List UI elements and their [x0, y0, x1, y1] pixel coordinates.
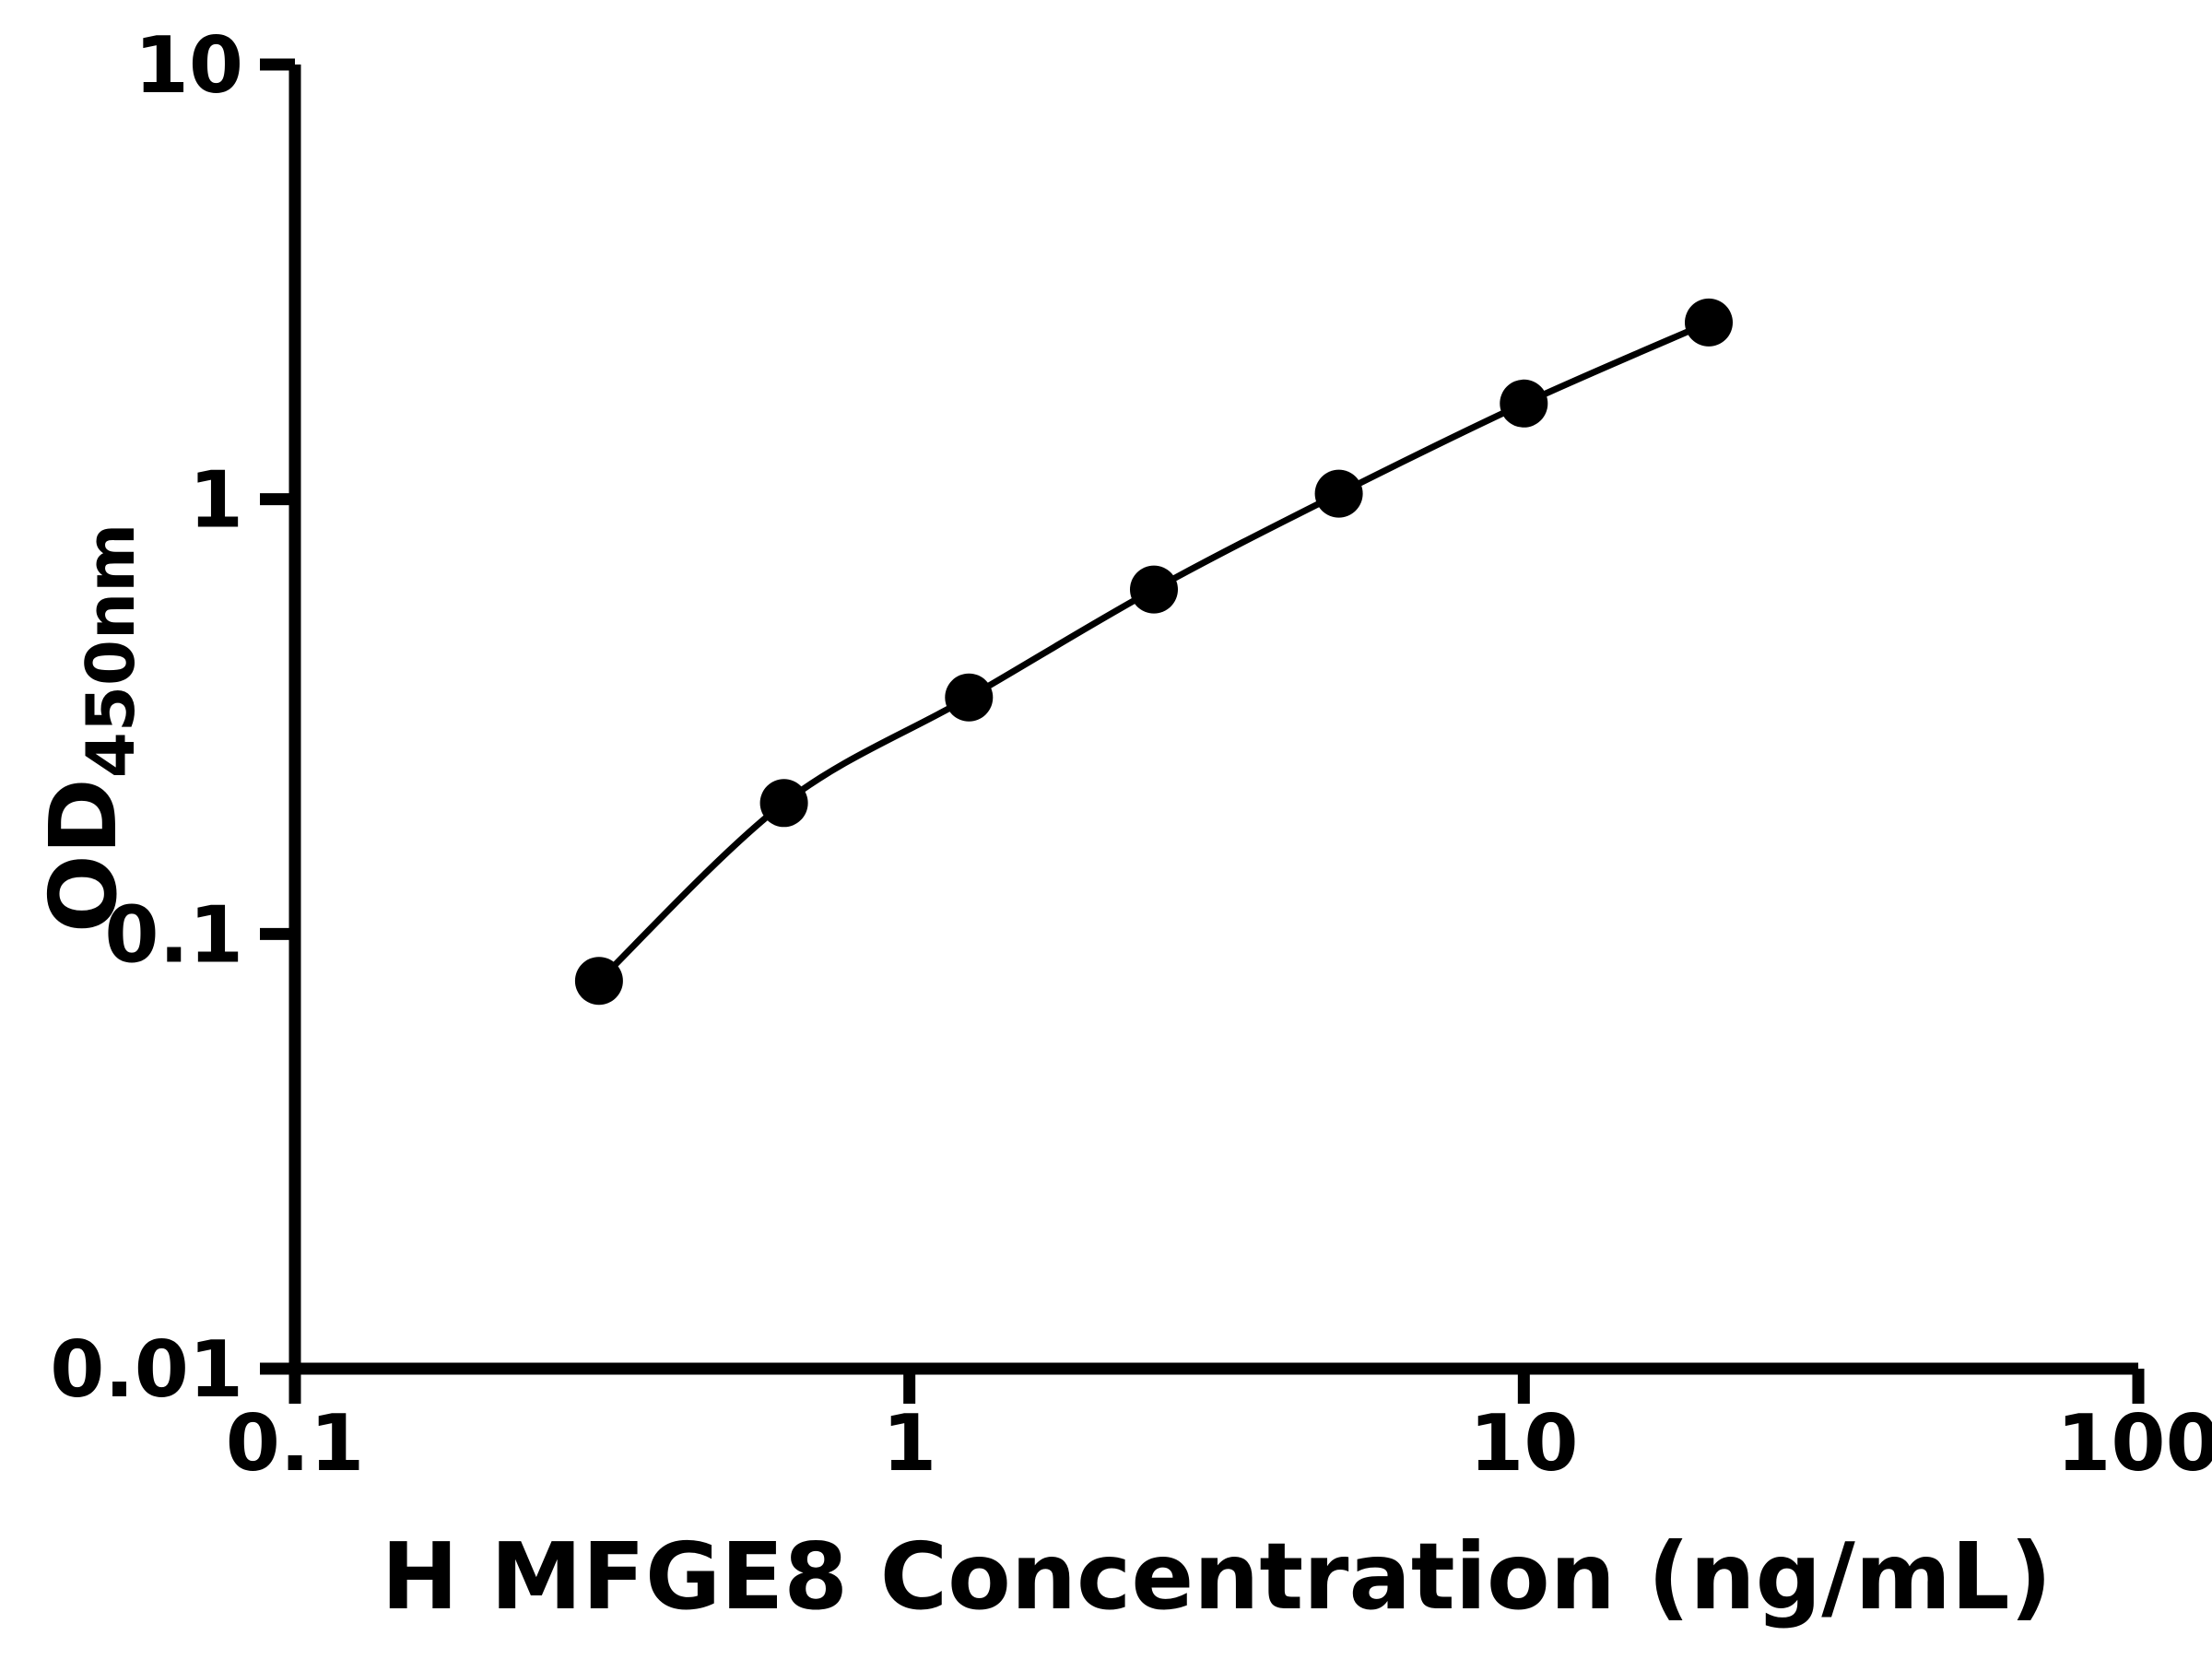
data-point-marker: [759, 779, 808, 828]
axis-lines: [288, 65, 2138, 1375]
data-point-marker: [1685, 298, 1733, 347]
y-axis-tick-label: 0.1: [104, 889, 243, 981]
x-axis-title: H MFGE8 Concentration (ng/mL): [382, 1523, 2053, 1630]
y-axis-tick-label: 0.01: [50, 1324, 243, 1416]
y-axis-tick-label: 1: [189, 455, 243, 547]
standard-curve-line: [596, 319, 1711, 983]
x-axis-tick-label: 1: [882, 1398, 936, 1489]
y-axis-tick-label: 10: [135, 20, 243, 112]
data-point-marker: [1314, 469, 1363, 518]
data-point-marker: [574, 957, 623, 1006]
data-point-marker: [1130, 565, 1178, 614]
y-axis-title: OD450nm: [29, 524, 149, 934]
x-axis-tick-label: 0.1: [226, 1398, 365, 1489]
data-point-marker: [1500, 379, 1548, 428]
x-axis-tick-label: 10: [1469, 1398, 1578, 1489]
data-point-marker: [945, 673, 994, 722]
x-axis-tick-label: 100: [2056, 1398, 2212, 1489]
